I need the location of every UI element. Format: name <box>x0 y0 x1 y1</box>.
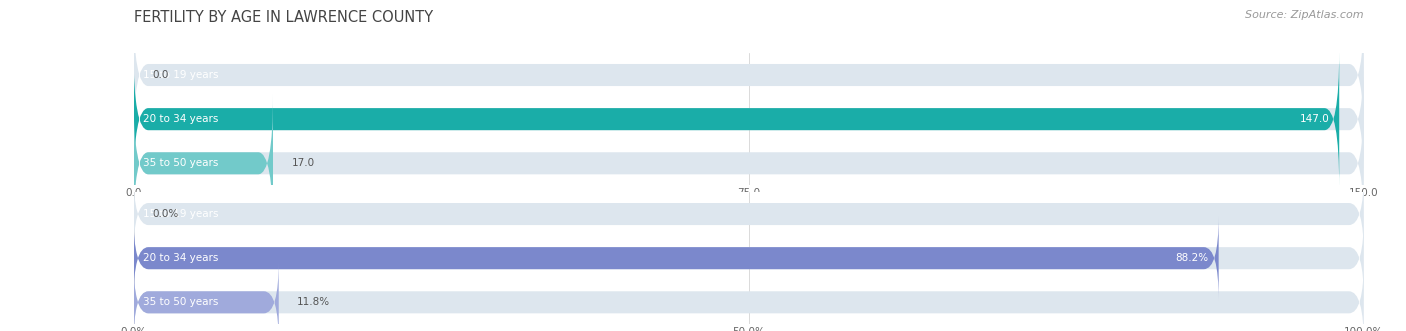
Text: 0.0%: 0.0% <box>152 209 179 219</box>
FancyBboxPatch shape <box>134 95 273 232</box>
FancyBboxPatch shape <box>134 95 1364 232</box>
FancyBboxPatch shape <box>134 260 278 331</box>
Text: 20 to 34 years: 20 to 34 years <box>143 253 219 263</box>
Text: 0.0: 0.0 <box>152 70 169 80</box>
Text: Source: ZipAtlas.com: Source: ZipAtlas.com <box>1246 10 1364 20</box>
FancyBboxPatch shape <box>134 7 1364 143</box>
Text: 11.8%: 11.8% <box>297 297 330 307</box>
FancyBboxPatch shape <box>134 260 1364 331</box>
Text: 88.2%: 88.2% <box>1175 253 1209 263</box>
Text: 147.0: 147.0 <box>1299 114 1330 124</box>
Text: 35 to 50 years: 35 to 50 years <box>143 297 219 307</box>
Text: 35 to 50 years: 35 to 50 years <box>143 158 219 168</box>
Text: 20 to 34 years: 20 to 34 years <box>143 114 219 124</box>
FancyBboxPatch shape <box>134 216 1219 300</box>
Text: FERTILITY BY AGE IN LAWRENCE COUNTY: FERTILITY BY AGE IN LAWRENCE COUNTY <box>134 10 433 25</box>
Text: 15 to 19 years: 15 to 19 years <box>143 70 219 80</box>
FancyBboxPatch shape <box>134 51 1364 188</box>
Text: 17.0: 17.0 <box>291 158 315 168</box>
FancyBboxPatch shape <box>134 51 1340 188</box>
Text: 15 to 19 years: 15 to 19 years <box>143 209 219 219</box>
FancyBboxPatch shape <box>134 172 1364 256</box>
FancyBboxPatch shape <box>134 216 1364 300</box>
